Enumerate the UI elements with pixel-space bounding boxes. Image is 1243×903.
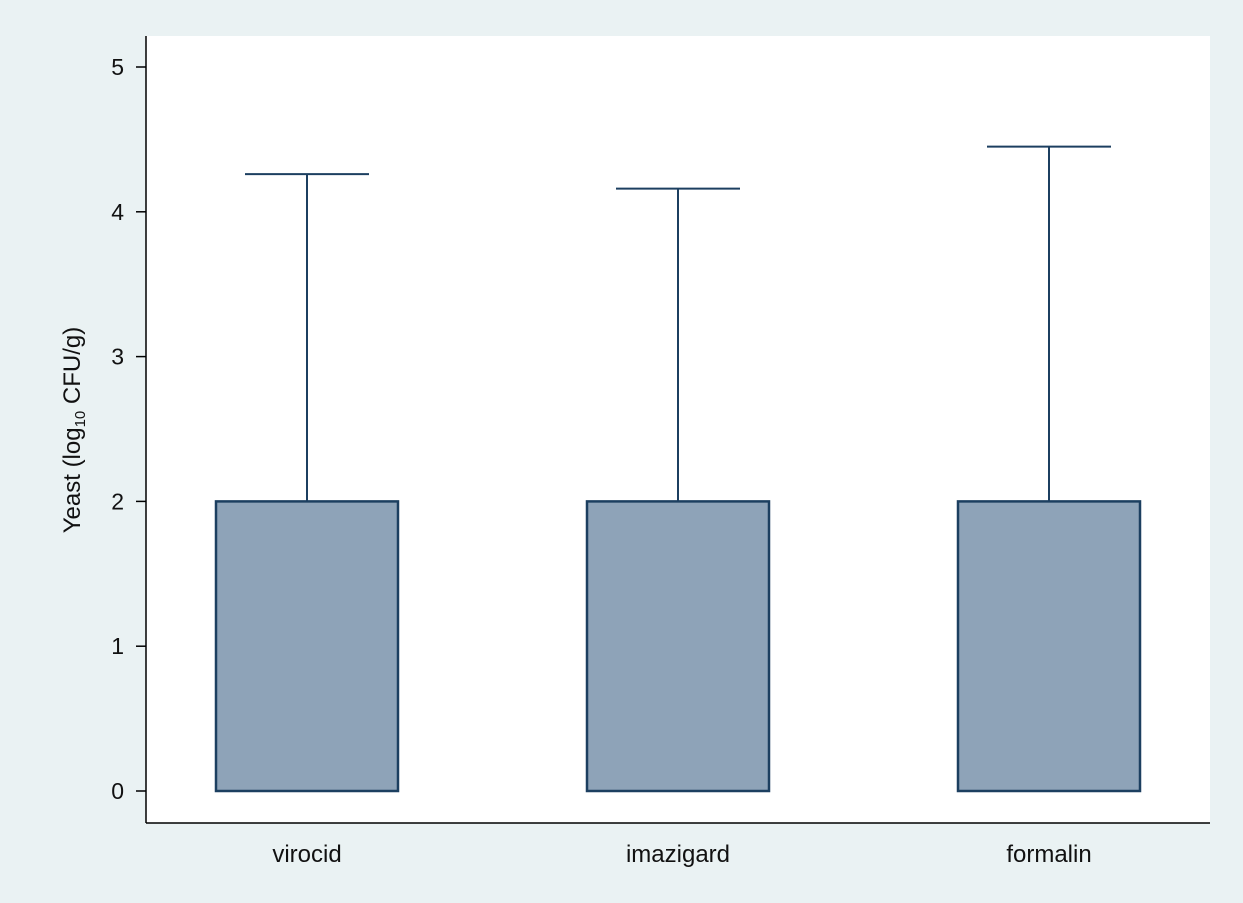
y-tick-label: 4 [111,199,124,225]
y-axis-title-subscript: 10 [72,411,89,428]
boxes [214,145,1142,793]
y-tick-label: 2 [111,488,124,514]
x-category-label: imazigard [626,841,730,868]
y-axis-title-suffix: CFU/g) [59,327,86,411]
y-tick-label: 1 [111,633,124,659]
y-ticks: 0 1 2 3 4 5 [111,54,146,804]
y-axis-title-prefix: Yeast (log [59,427,86,533]
x-category-label: virocid [272,841,341,868]
x-category-labels: virocid imazigard formalin [272,841,1091,868]
y-tick-label: 5 [111,54,124,80]
box-group-formalin [956,145,1142,793]
y-tick-label: 3 [111,344,124,370]
y-axis-title: Yeast (log10 CFU/g) [59,327,89,534]
box-virocid [214,500,400,793]
box-group-virocid [214,173,400,793]
x-category-label: formalin [1006,841,1091,868]
y-tick-label: 0 [111,778,124,804]
box-formalin [956,500,1142,793]
box-group-imazigard [585,187,771,793]
axes [145,36,1210,824]
box-imazigard [585,500,771,793]
